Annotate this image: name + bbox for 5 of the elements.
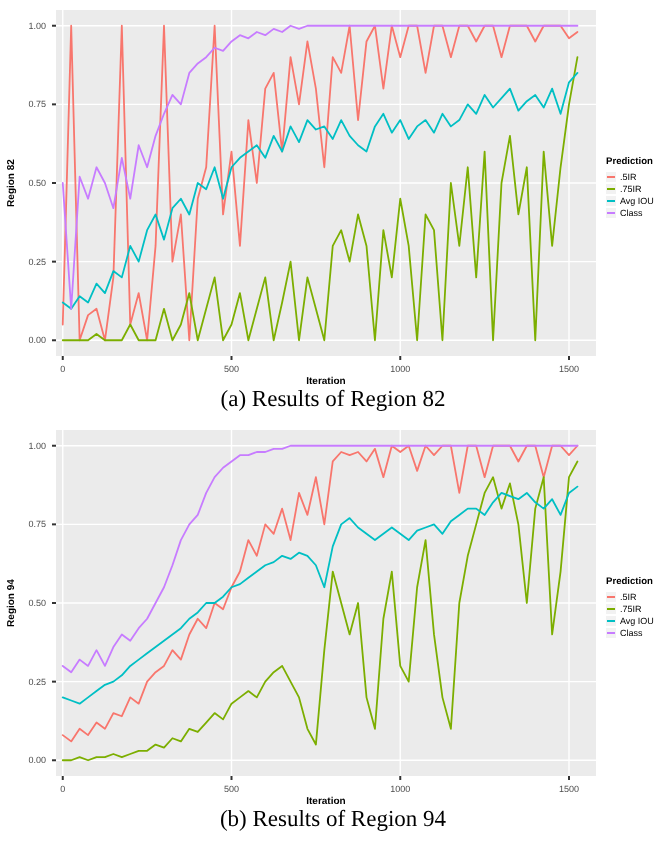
text: (a) Results of Region 82 bbox=[220, 388, 446, 412]
line-series bbox=[61, 485, 579, 705]
text: (b) Results of Region 94 bbox=[219, 808, 447, 832]
line-series bbox=[61, 444, 579, 674]
line-series bbox=[61, 72, 579, 310]
